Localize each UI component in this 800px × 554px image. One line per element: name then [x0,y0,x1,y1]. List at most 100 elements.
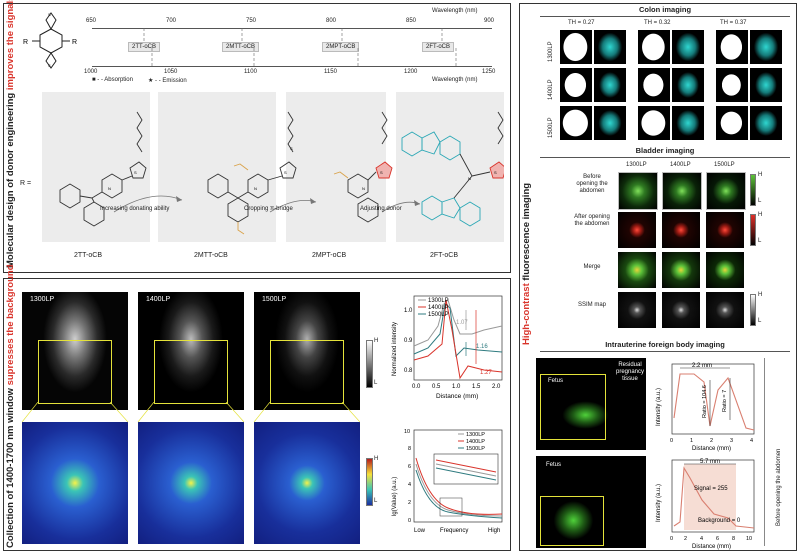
svg-text:Frequency: Frequency [440,528,468,534]
colon-mask-r2c3 [716,68,748,102]
tick-top-2: 750 [246,18,257,24]
bladder-after-1500 [706,212,744,248]
svg-text:3: 3 [730,438,733,444]
svg-text:1.07: 1.07 [456,320,468,326]
roi-box-1500 [270,340,344,404]
svg-text:N: N [254,186,257,191]
bladder-ssim-1500 [706,292,744,328]
label-molecular-design: Molecular design of donor engineering im… [5,0,16,268]
svg-text:1.16: 1.16 [476,344,488,350]
tick-bottom-1: 1050 [164,69,178,75]
donor-name-2mpt: 2MPT-oCB [312,252,347,259]
fft-colorbar [366,458,373,506]
core-molecule-structure: S S R R [23,12,77,69]
svg-text:6: 6 [408,464,411,470]
wavelength-top-label: Wavelength (nm) [432,8,478,14]
arrow-label-adjusting: Adjusting donor [360,206,402,212]
tick-top-1: 700 [166,18,177,24]
svg-text:0: 0 [670,536,673,542]
svg-text:S: S [494,170,497,175]
bladder-red-high: H [758,212,763,218]
zoom-lines [22,402,360,423]
svg-text:4: 4 [408,482,411,488]
bladder-col-1500: 1500LP [714,162,735,168]
fft-image-1300 [22,422,128,544]
arrow-label-cropping: Cropping π-bridge [244,206,293,212]
colon-mask-r2c1 [560,68,592,102]
profile-chart: 1.07 1.16 1.27 0.8 0.9 1.0 0.0 0.5 1.0 1… [392,295,503,400]
bladder-title-rule [540,157,790,158]
svg-text:2: 2 [684,536,687,542]
arrow-label-donating: Increasing donating ability [100,206,170,212]
compound-label-2mtt: 2MTT-oCB [222,42,260,52]
colon-fluor-r3c1 [594,106,626,140]
bladder-after-1300 [618,212,656,248]
svg-text:8: 8 [408,446,411,452]
svg-text:R: R [72,39,77,46]
frequency-chart: 0 2 4 6 8 10 Low Frequency High lg(Value… [392,429,503,534]
svg-text:Background = 0: Background = 0 [698,518,741,524]
intrauterine-side-note: Before opening the abdomen [776,448,782,526]
colon-mask-r1c1 [560,30,592,64]
colon-fluor-r3c2 [672,106,704,140]
nir-label-1400: 1400LP [146,296,171,303]
bladder-before-1400 [662,172,702,210]
bladder-title: Bladder imaging [635,146,695,155]
svg-text:0: 0 [670,438,673,444]
donor-name-2ft: 2FT-oCB [430,252,459,259]
svg-text:1.0: 1.0 [452,384,461,390]
fetus-label-2: Fetus [546,462,562,468]
intrauterine-title: Intrauterine foreign body imaging [605,340,725,349]
bladder-ssim-low: L [758,318,762,324]
nir-colorbar [366,340,373,388]
colon-mask-r3c3 [716,106,748,140]
wavelength-bottom-label: Wavelength (nm) [432,77,478,83]
colon-fluor-r3c3 [750,106,782,140]
colon-mask-r1c3 [716,30,748,64]
nir-image-1300 [22,292,128,410]
svg-text:0: 0 [408,518,411,524]
svg-text:Signal = 255: Signal = 255 [694,486,728,492]
nir-colorbar-low: L [374,380,378,386]
tick-bottom-4: 1200 [404,69,418,75]
bladder-row-ssim: SSIM map [577,302,606,308]
intrauterine-chart-1: 2.2 mm Ratio = 104.6 Ratio = 7 0 1 2 3 4… [656,363,755,452]
bladder-red-colorbar [750,214,756,246]
wavelength-top-axis [92,28,492,29]
svg-text:1400LP: 1400LP [466,439,485,445]
r-equals-label: R = [20,180,32,187]
label-nir-window: Collection of 1400-1700 nm window supres… [5,264,16,549]
colon-th-0: TH = 0.27 [568,20,595,26]
svg-text:Ratio = 7: Ratio = 7 [722,390,728,412]
tick-top-4: 850 [406,18,417,24]
svg-text:S: S [290,146,293,151]
colon-row-1300: 1300LP [548,41,554,62]
svg-text:S: S [284,170,287,175]
tick-bottom-0: 1000 [84,69,98,75]
bladder-after-1400 [662,212,700,248]
donor-box-2mtt [158,92,276,242]
donor-name-2tt: 2TT-oCB [74,252,103,259]
svg-text:4: 4 [750,438,753,444]
svg-text:1.5: 1.5 [472,384,481,390]
svg-text:4: 4 [700,536,703,542]
svg-text:Intensity (a.u.): Intensity (a.u.) [656,484,662,522]
nir-image-1500 [254,292,360,410]
legend-emission: ★ - - Emission [148,78,187,84]
colon-row-1500: 1500LP [548,117,554,138]
svg-text:6: 6 [716,536,719,542]
svg-text:1.0: 1.0 [404,308,413,314]
svg-text:0.8: 0.8 [404,368,413,374]
colon-mask-r2c2 [638,68,670,102]
intrauterine-image-1 [536,358,646,450]
svg-text:S: S [134,170,137,175]
colon-title-rule [540,16,790,17]
svg-text:Distance (mm): Distance (mm) [436,393,478,400]
roi-box-1300 [38,340,112,404]
bladder-green-high: H [758,172,763,178]
svg-text:2: 2 [710,438,713,444]
svg-text:2: 2 [408,500,411,506]
bladder-merge-1500 [706,252,744,288]
svg-text:1.27: 1.27 [480,370,492,376]
colon-fluor-r1c3 [750,30,782,64]
